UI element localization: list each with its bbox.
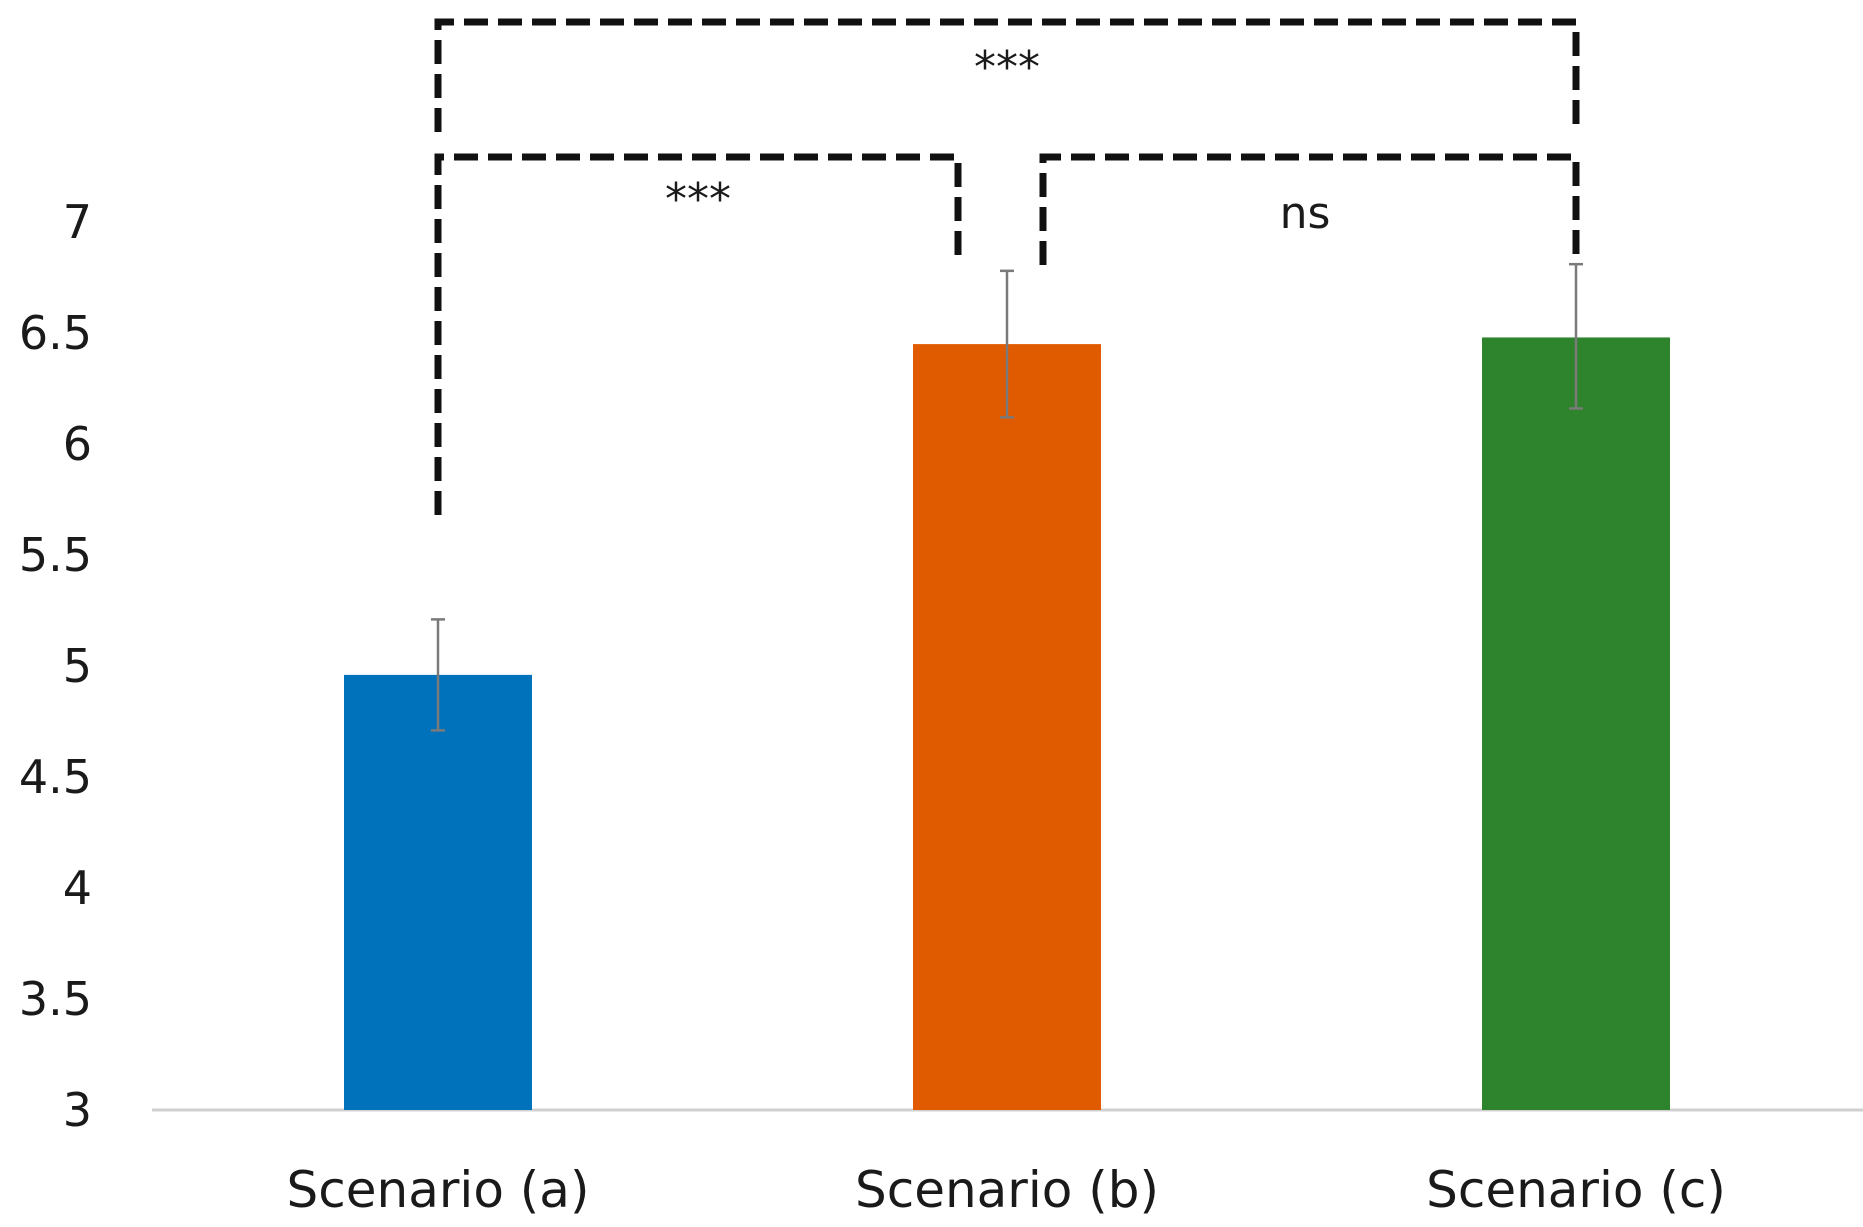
bars (344, 337, 1670, 1111)
significance-brackets: *** ns *** (434, 18, 1580, 515)
y-tick-label: 3.5 (19, 972, 92, 1026)
significance-label: *** (665, 174, 731, 225)
y-tick-label: 3 (63, 1083, 92, 1137)
bar-b (913, 344, 1101, 1111)
significance-bracket: ns (1039, 153, 1580, 265)
bar-c (1482, 337, 1670, 1110)
y-tick-label: 4 (63, 861, 92, 915)
y-tick-label: 5.5 (19, 528, 92, 582)
x-axis: Scenario (a) Scenario (b) Scenario (c) (287, 1161, 1726, 1219)
x-tick-label: Scenario (c) (1426, 1161, 1726, 1219)
x-tick-label: Scenario (b) (855, 1161, 1159, 1219)
x-tick-label: Scenario (a) (287, 1161, 590, 1219)
error-bar (431, 618, 445, 732)
significance-label: *** (974, 42, 1040, 93)
error-bars (431, 262, 1583, 732)
error-bar (1569, 262, 1583, 410)
y-axis: 3 3.5 4 4.5 5 5.5 6 6.5 7 (19, 195, 92, 1137)
y-tick-label: 5 (63, 639, 92, 693)
bar-a (344, 674, 532, 1110)
significance-bracket: *** (434, 153, 962, 515)
y-tick-label: 7 (63, 195, 92, 249)
y-tick-label: 4.5 (19, 750, 92, 804)
y-tick-label: 6 (63, 417, 92, 471)
significance-bracket: *** (434, 18, 1580, 132)
error-bar (1000, 269, 1014, 419)
significance-label: ns (1280, 188, 1331, 239)
y-tick-label: 6.5 (19, 306, 92, 360)
